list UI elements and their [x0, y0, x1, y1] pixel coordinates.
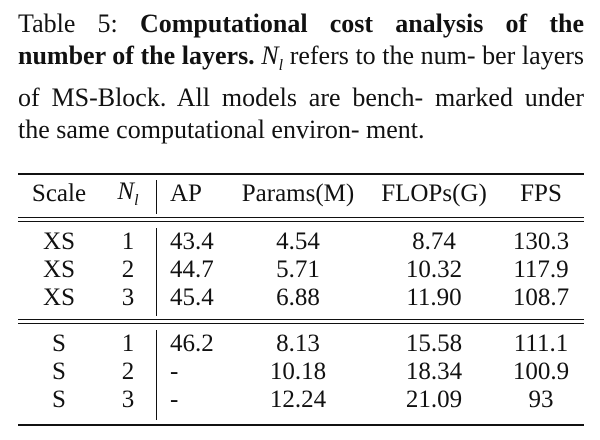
table-row: XS 3 45.4 6.88 11.90 108.7	[43, 284, 570, 311]
caption-label: Table 5:	[18, 9, 118, 38]
caption-line1-rest: refers to the num-	[283, 41, 476, 70]
caption-line4: ment.	[366, 115, 425, 145]
group-separator-rule-2	[18, 323, 584, 324]
table-row: S 2 - 10.18 18.34 100.9	[52, 358, 570, 385]
table-row: S 3 - 12.24 21.09 93	[52, 386, 554, 413]
table-caption: Table 5: Computational cost analysis of …	[18, 8, 584, 146]
header-flops: FLOPs(G)	[381, 180, 487, 207]
header-vertical-separator	[156, 180, 157, 214]
table-row: XS 2 44.7 5.71 10.32 117.9	[43, 256, 569, 283]
group2-vertical-separator	[156, 330, 157, 420]
table-top-rule	[18, 173, 584, 175]
header-nl: Nl	[117, 178, 139, 209]
header-scale: Scale	[31, 180, 87, 207]
caption-line2: ber layers of MS-Block. All models are b…	[18, 41, 585, 113]
group-separator-rule	[18, 319, 584, 320]
table-bottom-rule	[18, 424, 584, 426]
caption-line3: marked under the same computational envi…	[18, 83, 584, 145]
table-row: S 1 46.2 8.13 15.58 111.1	[52, 330, 569, 357]
table-row: XS 1 43.4 4.54 8.74 130.3	[43, 228, 570, 255]
table-header-row: Scale Nl AP Params(M) FLOPs(G) FPS	[18, 178, 584, 210]
header-fps: FPS	[520, 180, 562, 207]
header-bottom-rule	[18, 217, 584, 218]
header-bottom-rule-2	[18, 221, 584, 222]
header-ap: AP	[170, 180, 202, 207]
caption-title: Computational cost analysis of the numbe…	[18, 9, 585, 70]
group1-vertical-separator	[156, 228, 157, 316]
header-params: Params(M)	[241, 180, 355, 207]
caption-symbol: Nl	[261, 41, 284, 75]
